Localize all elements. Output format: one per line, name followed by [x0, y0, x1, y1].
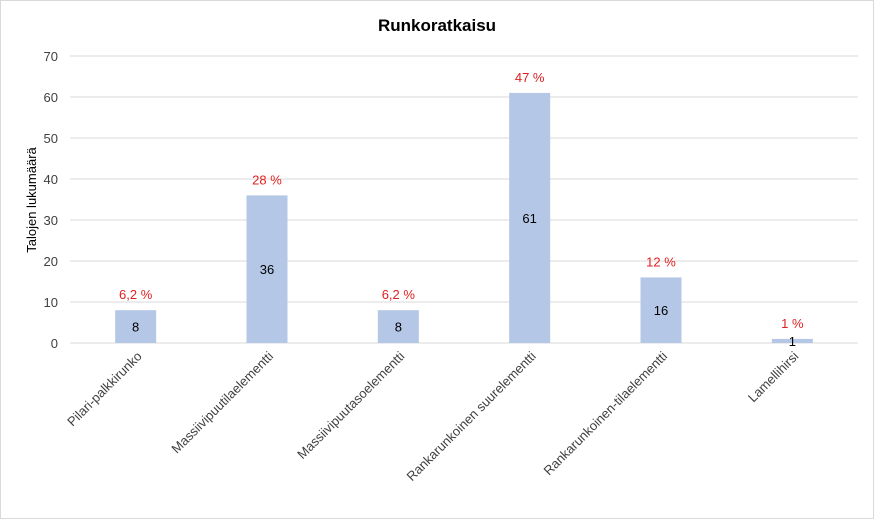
bar-percent-label: 6,2 % [119, 287, 153, 302]
bar-value-label: 36 [260, 262, 274, 277]
bar-value-label: 8 [395, 320, 402, 335]
x-tick-label: Lamellihirsi [745, 348, 802, 405]
bar-value-label: 1 [789, 334, 796, 349]
chart-title: Runkoratkaisu [378, 16, 496, 35]
y-tick-label: 60 [44, 90, 58, 105]
y-tick-label: 30 [44, 213, 58, 228]
x-tick-label: Massiivipuutasoelementti [294, 348, 407, 461]
bar [771, 338, 813, 343]
y-axis-label: Talojen lukumäärä [24, 146, 39, 252]
x-tick-label: Pilari-palkkirunko [64, 349, 145, 430]
bar [640, 277, 682, 343]
y-tick-label: 20 [44, 254, 58, 269]
bar-percent-label: 47 % [515, 70, 545, 85]
y-axis-ticks: 0 10 20 30 40 50 60 70 [44, 49, 58, 351]
x-tick-label: Rankarunkoinen suurelementti [403, 348, 538, 483]
bar-percent-label: 28 % [252, 172, 282, 187]
y-tick-label: 10 [44, 295, 58, 310]
x-tick-label: Massiivipuutilaelementti [168, 348, 276, 456]
bar-value-label: 16 [654, 303, 668, 318]
bar-value-label: 61 [522, 211, 536, 226]
bar [509, 92, 551, 344]
x-tick-label: Rankarunkoinen-tilaelementti [540, 348, 670, 478]
bar-percent-label: 1 % [781, 316, 804, 331]
bars: 8 6,2 % 36 28 % 8 6,2 % 61 47 % 16 12 % 1 1 % [115, 70, 813, 349]
bar [377, 310, 419, 343]
bar [246, 195, 288, 343]
y-tick-label: 40 [44, 172, 58, 187]
y-tick-label: 70 [44, 49, 58, 64]
bar-percent-label: 6,2 % [382, 287, 416, 302]
bar [115, 310, 157, 343]
x-axis-ticks: Pilari-palkkirunko Massiivipuutilaelement… [64, 348, 801, 483]
y-tick-label: 0 [51, 336, 58, 351]
bar-value-label: 8 [132, 320, 139, 335]
y-tick-label: 50 [44, 131, 58, 146]
bar-percent-label: 12 % [646, 254, 676, 269]
gridlines [70, 55, 858, 344]
